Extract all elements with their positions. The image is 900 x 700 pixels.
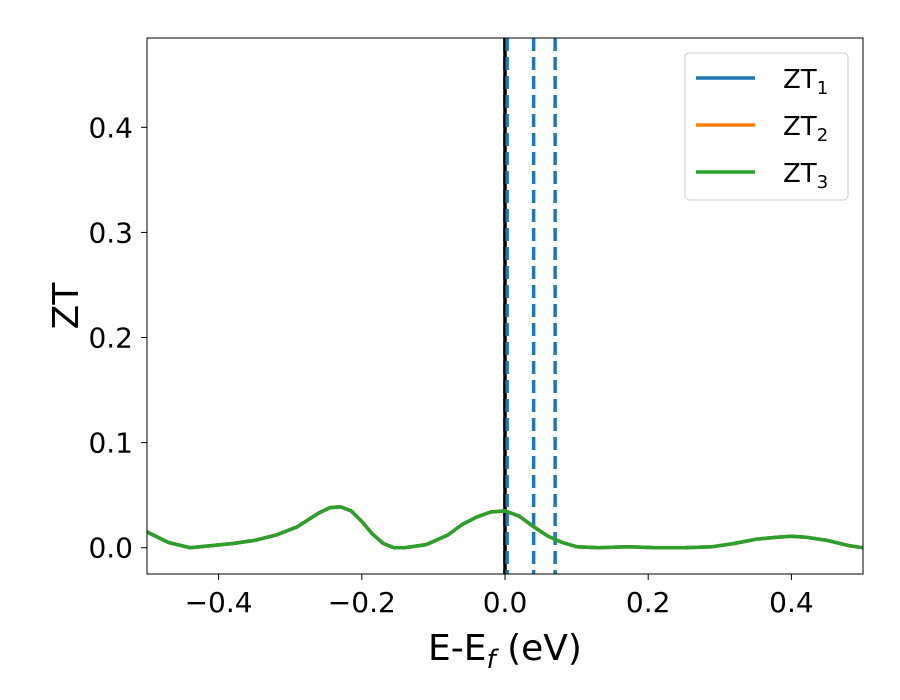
x-axis-ticks: −0.4 −0.2 0.0 0.2 0.4 — [185, 574, 814, 619]
y-tick-label: 0.2 — [88, 322, 133, 355]
y-tick-label: 0.3 — [88, 216, 133, 249]
x-tick-label: 0.4 — [769, 586, 814, 619]
y-tick-label: 0.0 — [88, 532, 133, 565]
x-tick-label: −0.4 — [185, 586, 253, 619]
legend-label-2: ZT2 — [783, 112, 828, 146]
vertical-marker-lines — [503, 38, 557, 574]
series-line-3 — [146, 504, 864, 550]
y-axis-label: ZT — [46, 282, 87, 330]
legend-box — [684, 52, 849, 201]
series-lines — [146, 504, 864, 550]
y-tick-label: 0.4 — [88, 111, 133, 144]
legend-label-3: ZT3 — [783, 159, 828, 193]
x-axis-label: E-Ef (eV) — [428, 628, 582, 675]
x-tick-label: 0.0 — [483, 586, 528, 619]
legend-label-1: ZT1 — [783, 65, 828, 99]
x-tick-label: −0.2 — [328, 586, 396, 619]
y-tick-label: 0.1 — [88, 427, 133, 460]
x-tick-label: 0.2 — [626, 586, 671, 619]
legend: ZT1 ZT2 ZT3 — [684, 52, 849, 201]
y-axis-ticks: 0.0 0.1 0.2 0.3 0.4 — [88, 111, 147, 565]
